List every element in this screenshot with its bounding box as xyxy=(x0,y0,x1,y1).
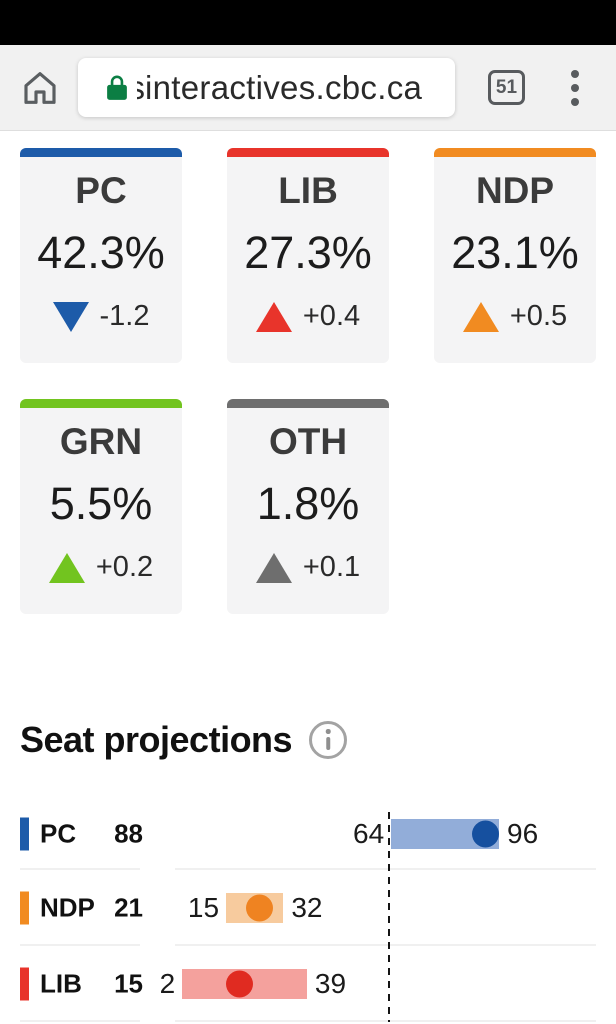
row-divider xyxy=(20,944,140,946)
party-color-bar xyxy=(227,399,389,408)
party-change-value: +0.5 xyxy=(509,300,568,332)
chart-row-pc: PC 88 64 96 xyxy=(0,797,616,870)
poll-card-pc: PC 42.3% -1.2 xyxy=(20,148,182,363)
party-abbreviation: PC xyxy=(75,170,127,211)
chart-seat-value: 15 xyxy=(114,968,143,999)
chart-seat-value: 88 xyxy=(114,818,143,848)
seat-projection-dot xyxy=(472,820,500,847)
party-color-bar xyxy=(20,399,182,408)
poll-card-lib: LIB 27.3% +0.4 xyxy=(227,148,389,363)
lock-icon xyxy=(107,75,127,100)
majority-line xyxy=(387,812,391,1022)
party-change-row: +0.2 xyxy=(20,551,182,584)
seat-projection-dot xyxy=(226,970,254,998)
party-change-row: +0.1 xyxy=(227,551,389,584)
url-clipped-fragment: s xyxy=(137,69,145,107)
party-abbreviation: OTH xyxy=(268,421,348,462)
browser-toolbar: s interactives.cbc.ca 51 xyxy=(0,45,616,130)
party-change-row: -1.2 xyxy=(20,300,182,333)
party-change-value: +0.2 xyxy=(95,551,154,583)
range-low-label: 2 xyxy=(159,968,176,999)
range-low-label: 15 xyxy=(187,892,220,923)
address-bar[interactable]: s interactives.cbc.ca xyxy=(78,58,455,117)
info-icon[interactable] xyxy=(309,721,348,759)
range-low-label: 64 xyxy=(353,817,385,849)
row-divider xyxy=(175,944,596,946)
phone-status-bar xyxy=(0,0,616,45)
trend-up-triangle-icon xyxy=(48,552,85,583)
party-vote-share: 42.3% xyxy=(37,227,165,278)
row-divider xyxy=(175,1020,596,1022)
party-abbreviation: NDP xyxy=(475,170,555,211)
chart-row-lib: LIB 15 2 39 xyxy=(0,946,616,1022)
party-tick xyxy=(20,891,29,925)
trend-up-triangle-icon xyxy=(255,301,292,332)
party-change-value: +0.4 xyxy=(302,300,361,332)
trend-down-triangle-icon xyxy=(52,301,89,332)
party-abbreviation: LIB xyxy=(278,170,338,211)
party-change-row: +0.5 xyxy=(434,300,596,333)
menu-dot-icon xyxy=(571,83,579,92)
menu-dot-icon xyxy=(571,69,579,78)
party-vote-share: 23.1% xyxy=(451,227,579,278)
range-high-label: 32 xyxy=(291,892,323,923)
poll-card-ndp: NDP 23.1% +0.5 xyxy=(434,148,596,363)
tab-count: 51 xyxy=(495,76,518,98)
home-button[interactable] xyxy=(20,68,60,108)
trend-up-triangle-icon xyxy=(462,301,499,332)
chart-row-ndp: NDP 21 15 32 xyxy=(0,870,616,946)
chart-party-label: PC xyxy=(40,818,77,848)
seat-projections-header: Seat projections xyxy=(20,719,616,761)
party-vote-share: 1.8% xyxy=(256,478,360,529)
range-high-label: 39 xyxy=(314,968,347,999)
home-icon xyxy=(24,71,56,104)
party-vote-share: 5.5% xyxy=(49,478,153,529)
poll-card-oth: OTH 1.8% +0.1 xyxy=(227,399,389,614)
chart-seat-value: 21 xyxy=(114,892,143,923)
seat-projection-chart: PC 88 64 96 NDP 21 15 32 LIB 15 2 39 xyxy=(0,797,616,1022)
party-tick xyxy=(20,967,29,1001)
seat-projection-dot xyxy=(246,894,274,922)
chart-party-label: NDP xyxy=(40,892,95,923)
party-change-value: +0.1 xyxy=(302,551,361,583)
row-divider xyxy=(20,1020,140,1022)
party-change-row: +0.4 xyxy=(227,300,389,333)
url-text: interactives.cbc.ca xyxy=(145,68,423,106)
row-divider xyxy=(20,868,140,870)
menu-dot-icon xyxy=(571,97,579,106)
chart-party-label: LIB xyxy=(40,968,82,999)
party-change-value: -1.2 xyxy=(99,300,150,332)
party-tick xyxy=(20,817,29,850)
party-vote-share: 27.3% xyxy=(244,227,372,278)
overflow-menu-button[interactable] xyxy=(571,69,579,106)
poll-card-grn: GRN 5.5% +0.2 xyxy=(20,399,182,614)
poll-cards-row-2: GRN 5.5% +0.2 OTH 1.8% +0.1 xyxy=(0,399,616,614)
party-color-bar xyxy=(227,148,389,157)
trend-up-triangle-icon xyxy=(255,552,292,583)
poll-cards-row-1: PC 42.3% -1.2 LIB 27.3% +0.4 NDP 23.1% +… xyxy=(0,148,616,363)
tab-switcher-button[interactable]: 51 xyxy=(488,70,525,105)
party-color-bar xyxy=(20,148,182,157)
range-high-label: 96 xyxy=(507,817,539,849)
page-title: Seat projections xyxy=(20,719,293,760)
party-color-bar xyxy=(434,148,596,157)
party-abbreviation: GRN xyxy=(59,421,143,462)
row-divider xyxy=(175,868,596,870)
